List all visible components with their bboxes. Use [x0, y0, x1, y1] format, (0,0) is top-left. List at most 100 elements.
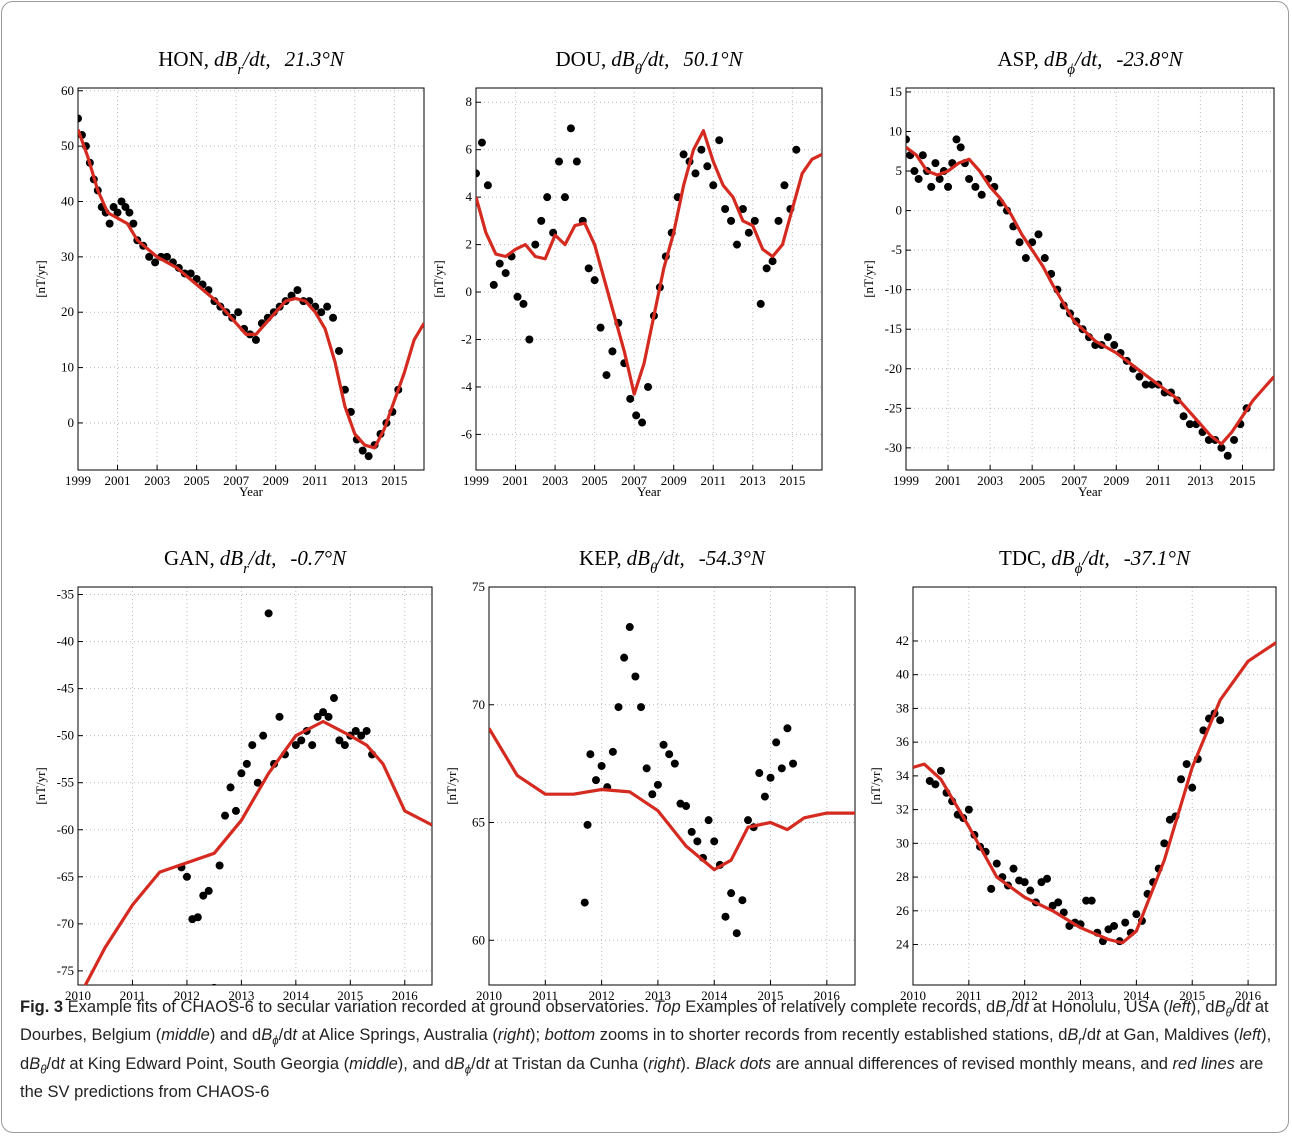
- data-point: [914, 174, 923, 183]
- caption-text: are annual differences of revised monthl…: [771, 1054, 1173, 1073]
- caption-text: /d: [1231, 998, 1246, 1016]
- data-point: [358, 446, 367, 455]
- title-station: GAN,: [164, 546, 215, 570]
- caption-text: /d: [1082, 1026, 1097, 1045]
- caption-text: B: [261, 1026, 273, 1045]
- data-point: [987, 884, 996, 893]
- y-tick-label: 0: [466, 284, 473, 299]
- y-tick-label: 40: [61, 193, 74, 208]
- y-tick-label: 36: [896, 734, 910, 749]
- y-tick-label: 28: [896, 869, 909, 884]
- data-point: [691, 169, 700, 178]
- y-tick-label: 20: [61, 304, 74, 319]
- data-point: [501, 269, 510, 278]
- caption-text: t: [60, 1054, 65, 1073]
- plot-area: [78, 587, 432, 985]
- caption-text: at Gan, Maldives (: [1100, 1026, 1240, 1045]
- x-tick-label: 2013: [1068, 988, 1094, 1000]
- data-point: [1034, 230, 1043, 239]
- data-point: [679, 150, 688, 159]
- panel: 1999 2001 2003 2005 2007 2009 2011 2013 2015 -6 -4…: [431, 47, 823, 499]
- data-point: [1179, 412, 1188, 421]
- panel: 2010 2011 2012 2013 2014 2015 2016 -75 -70 -65 -60…: [33, 546, 433, 1000]
- y-tick-label: 50: [61, 138, 74, 153]
- title-latitude: -0.7°N: [290, 546, 347, 570]
- x-tick-label: 2001: [503, 473, 529, 488]
- x-tick-label: 2009: [1103, 473, 1129, 488]
- data-point: [783, 724, 792, 733]
- data-point: [597, 761, 606, 770]
- data-point: [231, 806, 240, 815]
- data-point: [584, 264, 593, 273]
- caption-text: Examples of relatively complete records,…: [680, 998, 996, 1016]
- data-point: [1020, 878, 1029, 887]
- data-point: [952, 135, 961, 144]
- caption-text: t: [484, 1054, 490, 1073]
- y-tick-label: 30: [896, 835, 909, 850]
- x-tick-label: 2012: [589, 988, 615, 1000]
- caption-text: ϕ: [464, 1063, 472, 1076]
- data-point: [756, 299, 765, 308]
- y-tick-label: -70: [57, 916, 74, 931]
- panel: 1999 2001 2003 2005 2007 2009 2011 2013 2015 -30 -…: [861, 47, 1275, 499]
- data-point: [927, 182, 936, 191]
- data-point: [992, 859, 1001, 868]
- data-point: [648, 790, 657, 799]
- data-point: [253, 778, 262, 787]
- data-point: [956, 143, 965, 152]
- y-tick-label: 10: [889, 123, 902, 138]
- x-tick-label: 2015: [1229, 473, 1255, 488]
- caption-text: zooms in to shorter records from recentl…: [595, 1026, 1068, 1045]
- plot-area: [476, 88, 822, 470]
- title-station: TDC,: [999, 546, 1046, 570]
- data-point: [931, 159, 940, 168]
- data-point: [665, 750, 674, 759]
- caption-text: ).: [680, 1054, 695, 1073]
- fit-line: [913, 641, 1276, 945]
- caption-text: Black dots: [694, 1054, 772, 1073]
- data-point: [1185, 420, 1194, 429]
- data-point: [297, 736, 306, 745]
- x-axis-label: Year: [637, 484, 662, 499]
- plot-area: [906, 88, 1274, 470]
- caption-text: ) and d: [209, 1026, 262, 1045]
- title-quantity: dB: [627, 546, 651, 570]
- x-tick-label: 2014: [701, 988, 728, 1000]
- data-point: [145, 252, 154, 261]
- data-point: [531, 240, 540, 249]
- fit-line: [906, 146, 1274, 446]
- data-point: [738, 896, 747, 905]
- data-point: [1015, 238, 1024, 247]
- caption-text: right: [648, 1054, 681, 1073]
- plot-frame: [912, 586, 1277, 986]
- data-point: [704, 816, 713, 825]
- data-point: [1182, 760, 1191, 769]
- y-tick-label: -5: [891, 242, 902, 257]
- y-tick-label: 0: [896, 203, 903, 218]
- fit-line: [476, 129, 822, 396]
- data-point: [780, 181, 789, 190]
- data-point: [199, 891, 208, 900]
- title-station: ASP,: [997, 47, 1038, 71]
- data-point: [275, 712, 284, 721]
- data-point: [251, 335, 260, 344]
- y-axis-label: [nT/yr]: [868, 767, 883, 805]
- caption-text: t: [1245, 998, 1251, 1016]
- data-point: [1188, 783, 1197, 792]
- x-tick-label: 2011: [533, 988, 559, 1000]
- x-tick-label: 2010: [476, 988, 502, 1000]
- data-point: [626, 394, 635, 403]
- data-point: [476, 169, 480, 178]
- data-point: [631, 672, 640, 681]
- data-point: [1103, 333, 1112, 342]
- title-quantity: dB: [214, 47, 238, 71]
- y-tick-label: -6: [461, 426, 472, 441]
- x-tick-label: 2009: [661, 473, 687, 488]
- data-point: [495, 259, 504, 268]
- data-point: [965, 174, 974, 183]
- caption-text: /d: [471, 1054, 485, 1073]
- y-tick-label: 26: [896, 903, 910, 918]
- fit-line: [78, 128, 424, 450]
- x-tick-label: 2014: [1123, 988, 1150, 1000]
- data-point: [319, 708, 328, 717]
